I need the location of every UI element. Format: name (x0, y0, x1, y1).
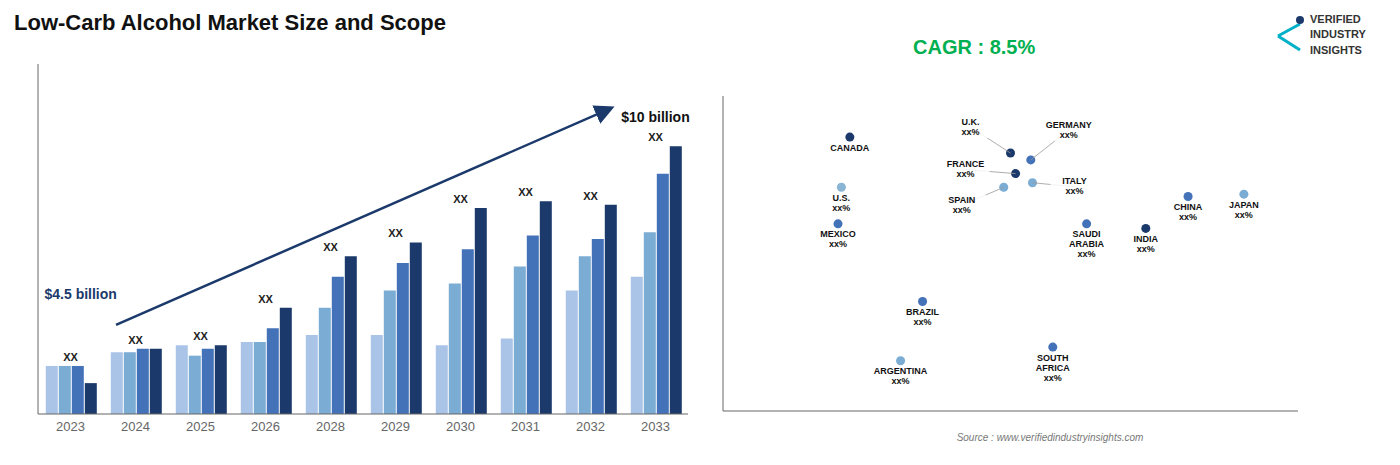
svg-text:XX: XX (63, 351, 78, 363)
html-text:Low-Carb Alcohol Market Size a: Low-Carb Alcohol Market Size and Scope (14, 10, 446, 35)
svg-text:XX: XX (193, 330, 208, 342)
svg-text:FRANCExx%: FRANCExx% (947, 159, 985, 179)
svg-text:2031: 2031 (511, 419, 540, 434)
html-text:Source : www.verifiedindustryi: Source : www.verifiedindustryinsights.co… (956, 432, 1144, 443)
svg-text:SOUTHAFRICAxx%: SOUTHAFRICAxx% (1036, 353, 1070, 383)
svg-text:$4.5 billion: $4.5 billion (45, 286, 117, 302)
svg-text:ITALYxx%: ITALYxx% (1062, 176, 1087, 196)
svg-text:XX: XX (128, 334, 143, 346)
svg-text:XX: XX (323, 241, 338, 253)
svg-text:CHINAxx%: CHINAxx% (1174, 202, 1203, 222)
svg-text:INDIAxx%: INDIAxx% (1134, 234, 1159, 254)
svg-text:2024: 2024 (121, 419, 150, 434)
svg-text:2029: 2029 (381, 419, 410, 434)
svg-text:MEXICOxx%: MEXICOxx% (820, 229, 856, 249)
svg-text:SPAINxx%: SPAINxx% (948, 195, 975, 215)
svg-text:2026: 2026 (251, 419, 280, 434)
svg-text:XX: XX (453, 193, 468, 205)
svg-text:2028: 2028 (316, 419, 345, 434)
svg-text:2023: 2023 (56, 419, 85, 434)
svg-text:JAPANxx%: JAPANxx% (1229, 200, 1259, 220)
svg-text:XX: XX (518, 186, 533, 198)
html-text:CAGR : 8.5%: CAGR : 8.5% (913, 36, 1036, 58)
svg-text:2033: 2033 (641, 419, 670, 434)
svg-text:XX: XX (648, 131, 663, 143)
svg-text:ARGENTINAxx%: ARGENTINAxx% (874, 366, 928, 386)
svg-text:2032: 2032 (576, 419, 605, 434)
svg-text:U.S.xx%: U.S.xx% (832, 193, 850, 213)
svg-text:XX: XX (388, 227, 403, 239)
svg-text:BRAZILxx%: BRAZILxx% (906, 307, 939, 327)
svg-text:U.K.xx%: U.K.xx% (961, 117, 979, 137)
svg-text:CANADA: CANADA (830, 143, 869, 153)
svg-text:$10 billion: $10 billion (621, 109, 689, 125)
svg-text:XX: XX (583, 190, 598, 202)
svg-text:2025: 2025 (186, 419, 215, 434)
svg-text:2030: 2030 (446, 419, 475, 434)
svg-text:SAUDIARABIAxx%: SAUDIARABIAxx% (1069, 229, 1104, 259)
html-text:VERIFIED INDUSTRY INSIGHTS: VERIFIED INDUSTRY INSIGHTS (1310, 13, 1366, 56)
svg-text:GERMANYxx%: GERMANYxx% (1046, 120, 1092, 140)
svg-text:XX: XX (258, 293, 273, 305)
